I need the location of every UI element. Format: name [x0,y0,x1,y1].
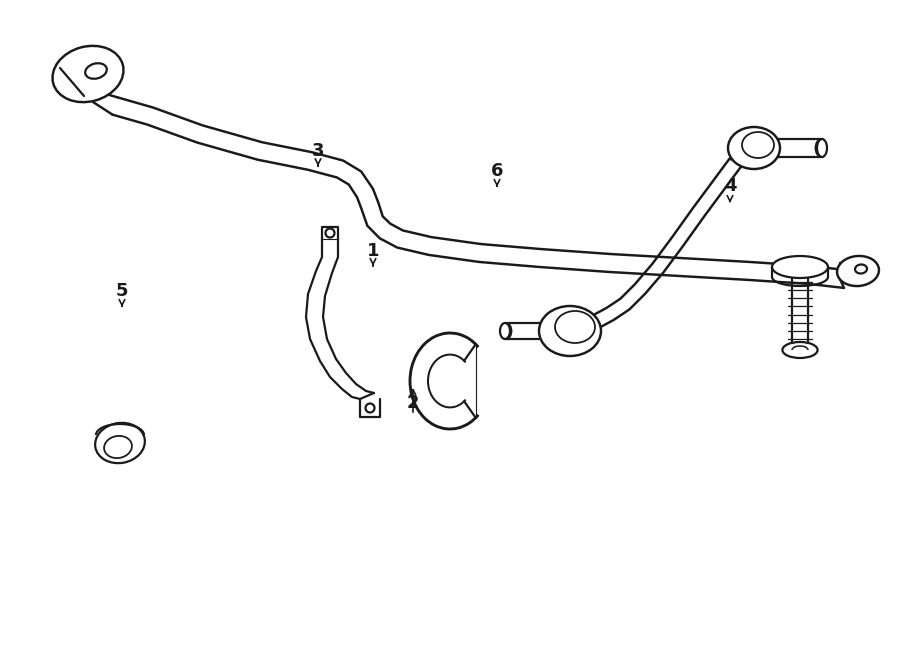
Text: 5: 5 [116,282,128,300]
Ellipse shape [817,139,827,157]
Text: 3: 3 [311,142,324,160]
Ellipse shape [539,306,601,356]
Ellipse shape [728,127,780,169]
Ellipse shape [95,423,145,463]
Ellipse shape [772,256,828,278]
Ellipse shape [86,63,107,79]
Text: 1: 1 [367,242,379,260]
Ellipse shape [837,256,879,286]
Ellipse shape [555,311,595,343]
Ellipse shape [782,342,817,358]
Ellipse shape [500,323,510,339]
Ellipse shape [52,46,123,102]
Text: 2: 2 [407,394,419,412]
Text: 4: 4 [724,177,736,195]
Circle shape [326,229,335,237]
Ellipse shape [742,132,774,158]
Ellipse shape [855,264,867,274]
Ellipse shape [104,436,132,458]
Circle shape [365,403,374,412]
Text: 6: 6 [491,162,503,180]
